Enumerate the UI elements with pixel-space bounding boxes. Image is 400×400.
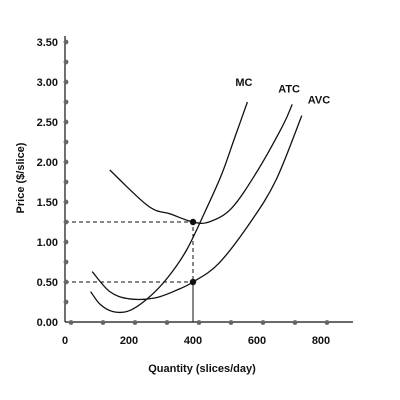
y-tick-label: 3.00 bbox=[37, 77, 58, 89]
y-axis-marker bbox=[64, 100, 69, 105]
avc-label: AVC bbox=[308, 95, 330, 107]
y-tick-label: 0.50 bbox=[37, 277, 58, 289]
y-tick-label: 2.50 bbox=[37, 117, 58, 129]
avc-curve bbox=[92, 116, 302, 300]
mc-label: MC bbox=[235, 77, 252, 89]
mc-curve bbox=[91, 102, 248, 312]
x-tick-label: 200 bbox=[120, 335, 138, 347]
y-axis-marker bbox=[64, 140, 69, 145]
x-axis-title: Quantity (slices/day) bbox=[148, 363, 256, 375]
y-axis-marker bbox=[64, 280, 69, 285]
x-axis-marker bbox=[293, 320, 298, 325]
x-axis-marker bbox=[325, 320, 330, 325]
y-tick-label: 2.00 bbox=[37, 157, 58, 169]
dashed-guide-line bbox=[65, 282, 193, 322]
y-axis-marker bbox=[64, 240, 69, 245]
highlighted-point bbox=[190, 219, 196, 225]
y-axis-marker bbox=[64, 200, 69, 205]
curve-labels: MC ATC AVC bbox=[235, 77, 330, 107]
y-axis-marker bbox=[64, 40, 69, 45]
y-tick-label: 3.50 bbox=[37, 37, 58, 49]
y-axis-marker bbox=[64, 180, 69, 185]
y-axis-marker bbox=[64, 80, 69, 85]
dashed-guide-line bbox=[65, 222, 193, 322]
cost-curves bbox=[91, 102, 302, 312]
y-tick-label: 1.50 bbox=[37, 197, 58, 209]
x-axis-marker bbox=[165, 320, 170, 325]
x-axis-marker bbox=[229, 320, 234, 325]
x-tick-label: 0 bbox=[62, 335, 68, 347]
y-axis-marker bbox=[64, 300, 69, 305]
y-tick-label: 0.00 bbox=[37, 317, 58, 329]
atc-label: ATC bbox=[278, 83, 300, 95]
y-axis-title: Price ($/slice) bbox=[15, 142, 27, 213]
y-axis-marker bbox=[64, 60, 69, 65]
guide-lines bbox=[65, 222, 193, 322]
x-tick-label: 800 bbox=[312, 335, 330, 347]
y-tick-label: 1.00 bbox=[37, 237, 58, 249]
x-tick-label: 600 bbox=[248, 335, 266, 347]
x-axis-marker bbox=[197, 320, 202, 325]
x-axis-marker bbox=[133, 320, 138, 325]
x-axis-marker bbox=[101, 320, 106, 325]
y-axis-marker bbox=[64, 160, 69, 165]
x-axis-marker bbox=[261, 320, 266, 325]
atc-curve bbox=[110, 104, 292, 223]
axes bbox=[65, 36, 353, 322]
x-axis-marker bbox=[69, 320, 74, 325]
y-axis-marker bbox=[64, 120, 69, 125]
highlighted-point bbox=[190, 279, 196, 285]
y-axis-marker bbox=[64, 260, 69, 265]
y-axis-marker bbox=[64, 220, 69, 225]
x-tick-label: 400 bbox=[184, 335, 202, 347]
